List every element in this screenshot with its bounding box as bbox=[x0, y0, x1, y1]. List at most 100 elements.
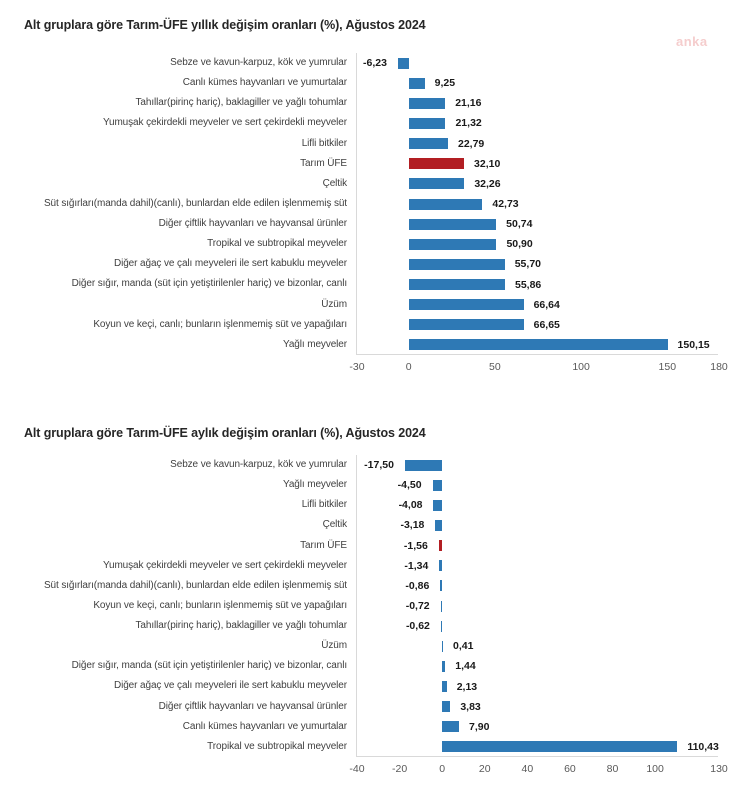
category-label: Diğer sığır, manda (süt için yetiştirile… bbox=[71, 278, 347, 290]
x-axis: -30 0 50 100 150 180 bbox=[349, 355, 727, 379]
bar bbox=[440, 600, 443, 612]
category-label: Diğer ağaç ve çalı meyveleri ile sert ka… bbox=[113, 680, 347, 692]
bar bbox=[442, 701, 451, 713]
bar bbox=[442, 741, 678, 753]
monthly-change-bar-chart: Alt gruplara göre Tarım-ÜFE aylık değişi… bbox=[0, 408, 748, 800]
value-label: -3,18 bbox=[400, 519, 425, 532]
axis-tick-label: -40 bbox=[349, 763, 365, 775]
value-label: 66,65 bbox=[533, 318, 560, 331]
bar-chart-canvas-monthly: Sebze ve kavun-karpuz, kök ve yumrular Ya… bbox=[0, 455, 728, 781]
value-label: 3,83 bbox=[460, 700, 481, 713]
bar bbox=[442, 721, 459, 733]
category-label: Üzüm bbox=[321, 640, 347, 652]
category-label: Diğer sığır, manda (süt için yetiştirile… bbox=[71, 660, 347, 672]
bar-chart-canvas-yearly: Sebze ve kavun-karpuz, kök ve yumrular Ca… bbox=[0, 53, 728, 379]
category-label: Canlı kümes hayvanları ve yumurtalar bbox=[182, 77, 347, 89]
axis-tick-label: 80 bbox=[606, 763, 619, 775]
value-label: 1,44 bbox=[455, 660, 476, 673]
value-label: -4,50 bbox=[397, 479, 422, 492]
bar bbox=[408, 279, 505, 291]
value-label: 110,43 bbox=[687, 740, 719, 753]
value-label: -6,23 bbox=[363, 57, 387, 70]
value-label: 55,86 bbox=[515, 278, 542, 291]
category-label: Koyun ve keçi, canlı; bunların işlenmemi… bbox=[93, 318, 347, 330]
bar bbox=[408, 178, 465, 190]
category-label: Üzüm bbox=[321, 298, 347, 310]
category-label: Lifli bitkiler bbox=[301, 499, 347, 511]
category-label: Tarım ÜFE bbox=[300, 157, 347, 169]
value-label: 32,10 bbox=[474, 157, 501, 170]
bar-highlight bbox=[438, 540, 443, 552]
value-label: -1,56 bbox=[403, 539, 428, 552]
value-label: -1,34 bbox=[404, 559, 429, 572]
plot-wrapper: -17,50 -4,50 -4,08 -3,18 -1,56 -1,34 -0,86 -0,7… bbox=[349, 455, 728, 781]
category-label: Çeltik bbox=[322, 177, 348, 189]
bar bbox=[440, 580, 443, 592]
category-label: Tropikal ve subtropikal meyveler bbox=[207, 238, 347, 250]
plot-area: -6,23 9,25 21,16 21,32 22,79 32,10 32,26 42,73 5… bbox=[356, 53, 718, 355]
bar bbox=[408, 97, 446, 109]
value-label: 21,32 bbox=[455, 117, 482, 130]
value-label: -17,50 bbox=[364, 459, 394, 472]
category-label: Süt sığırları(manda dahil)(canlı), bunla… bbox=[43, 197, 347, 209]
plot-wrapper: -6,23 9,25 21,16 21,32 22,79 32,10 32,26 42,73 5… bbox=[349, 53, 728, 379]
bar bbox=[432, 479, 443, 491]
chart-title-yearly: Alt gruplara göre Tarım-ÜFE yıllık değiş… bbox=[24, 18, 426, 32]
axis-tick-label: 0 bbox=[439, 763, 446, 775]
bar bbox=[408, 319, 524, 331]
axis-tick-label: 130 bbox=[710, 763, 728, 775]
value-label: 150,15 bbox=[677, 338, 710, 351]
bar-highlight bbox=[408, 158, 465, 170]
axis-tick-label: -20 bbox=[391, 763, 408, 775]
category-label: Yumuşak çekirdekli meyveler ve sert çeki… bbox=[102, 559, 347, 571]
category-label: Canlı kümes hayvanları ve yumurtalar bbox=[182, 720, 347, 732]
x-axis: -40 -20 0 20 40 60 80 100 130 bbox=[349, 757, 727, 781]
anka-watermark: anka bbox=[676, 34, 708, 49]
value-label: -0,86 bbox=[405, 579, 430, 592]
value-label: 50,90 bbox=[506, 238, 533, 251]
category-label: Tropikal ve subtropikal meyveler bbox=[207, 740, 347, 752]
bar bbox=[433, 499, 443, 511]
bar bbox=[408, 299, 524, 311]
bar bbox=[440, 620, 443, 632]
category-label: Çeltik bbox=[322, 519, 348, 531]
axis-tick-label: 100 bbox=[572, 361, 590, 373]
category-label: Yumuşak çekirdekli meyveler ve sert çeki… bbox=[102, 117, 347, 129]
axis-tick-label: 20 bbox=[478, 763, 491, 775]
axis-tick-label: 180 bbox=[710, 361, 728, 373]
category-label: Yağlı meyveler bbox=[283, 479, 347, 491]
category-label: Diğer çiftlik hayvanları ve hayvansal ür… bbox=[158, 700, 347, 712]
bar bbox=[408, 77, 425, 89]
bar bbox=[408, 258, 505, 270]
axis-tick-label: -30 bbox=[349, 361, 365, 373]
bar bbox=[439, 560, 443, 572]
value-label: 21,16 bbox=[455, 97, 482, 110]
bar bbox=[408, 138, 448, 150]
category-label: Tahıllar(pirinç hariç), baklagiller ve y… bbox=[135, 620, 348, 631]
bar bbox=[397, 57, 409, 69]
bar bbox=[442, 640, 444, 652]
value-label: 66,64 bbox=[533, 298, 560, 311]
category-label: Süt sığırları(manda dahil)(canlı), bunla… bbox=[43, 579, 347, 591]
bar bbox=[408, 238, 497, 250]
value-label: 42,73 bbox=[492, 198, 519, 210]
bar bbox=[442, 660, 446, 672]
yearly-change-bar-chart: Alt gruplara göre Tarım-ÜFE yıllık değiş… bbox=[0, 0, 748, 392]
category-label: Yağlı meyveler bbox=[283, 338, 347, 350]
axis-tick-label: 50 bbox=[489, 361, 501, 373]
category-label: Tahıllar(pirinç hariç), baklagiller ve y… bbox=[135, 97, 348, 109]
bar bbox=[408, 198, 483, 210]
value-label: -4,08 bbox=[398, 499, 423, 512]
category-label: Diğer ağaç ve çalı meyveleri ile sert ka… bbox=[113, 258, 347, 270]
value-label: 2,13 bbox=[456, 680, 478, 693]
value-label: -0,62 bbox=[405, 620, 430, 633]
category-axis: Sebze ve kavun-karpuz, kök ve yumrular Ya… bbox=[0, 455, 356, 781]
axis-tick-label: 150 bbox=[658, 361, 677, 373]
category-label: Tarım ÜFE bbox=[300, 539, 347, 551]
value-label: 50,74 bbox=[506, 218, 533, 231]
category-label: Diğer çiftlik hayvanları ve hayvansal ür… bbox=[158, 218, 347, 229]
bar bbox=[408, 218, 497, 230]
category-label: Sebze ve kavun-karpuz, kök ve yumrular bbox=[170, 57, 347, 68]
bar bbox=[442, 681, 447, 693]
